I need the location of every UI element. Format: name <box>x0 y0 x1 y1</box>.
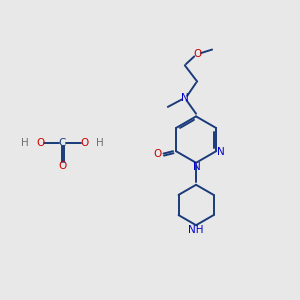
Text: N: N <box>193 162 200 172</box>
Text: H: H <box>21 138 28 148</box>
Text: N: N <box>217 147 225 157</box>
Text: O: O <box>80 138 89 148</box>
Text: O: O <box>193 49 201 59</box>
Text: C: C <box>58 138 66 148</box>
Text: N: N <box>181 93 189 103</box>
Text: H: H <box>96 138 104 148</box>
Text: O: O <box>36 138 44 148</box>
Text: O: O <box>58 161 66 171</box>
Text: NH: NH <box>188 225 203 235</box>
Text: O: O <box>154 148 162 159</box>
